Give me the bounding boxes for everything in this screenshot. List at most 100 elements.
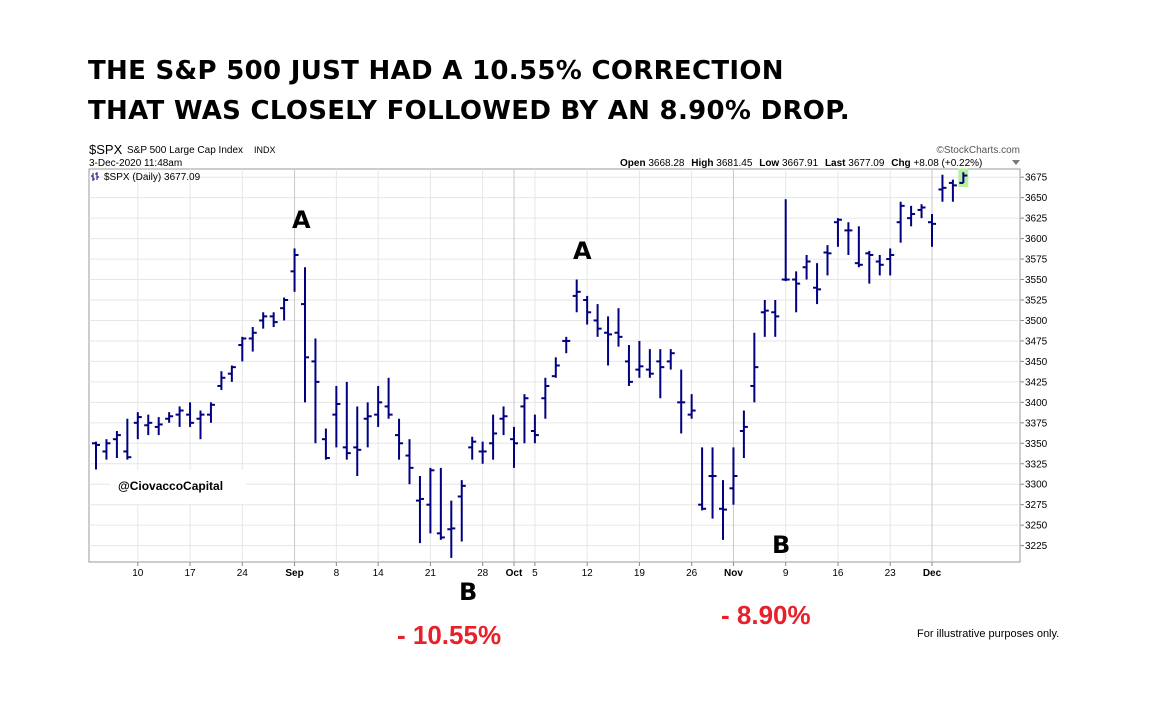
- x-tick-label: 23: [885, 568, 897, 579]
- index-name-label: S&P 500 Large Cap Index: [127, 145, 243, 156]
- peak-a1-label: A: [292, 206, 311, 234]
- ohlc-bar: [813, 263, 822, 305]
- x-tick-label: 10: [132, 568, 144, 579]
- headline-line-1: THE S&P 500 JUST HAD A 10.55% CORRECTION: [88, 56, 784, 86]
- ohlc-legend-icon: [91, 172, 99, 181]
- ohlc-bar: [666, 349, 675, 370]
- x-tick-label: Sep: [285, 568, 303, 579]
- ohlc-bar: [457, 480, 466, 542]
- ohlc-bar: [833, 218, 842, 247]
- ohlc-bar: [656, 349, 665, 399]
- ohlc-bar: [321, 428, 330, 460]
- ohlc-bar: [614, 308, 623, 347]
- x-tick-label: 21: [425, 568, 437, 579]
- ohlc-bar: [478, 441, 487, 464]
- high-label: High: [691, 158, 713, 169]
- trough-b2-label: B: [772, 531, 790, 559]
- y-axis: 3225 3250 3275 3300 3325 3350 3375 3400 3425 3450…: [1020, 173, 1048, 552]
- ohlc-bar: [227, 365, 236, 382]
- ohlc-bar: [729, 447, 738, 505]
- ohlc-bar: [259, 312, 268, 329]
- collapse-icon: [1012, 160, 1020, 165]
- ohlc-bar: [206, 402, 215, 423]
- x-tick-label: Oct: [506, 568, 523, 579]
- exchange-label: INDX: [254, 145, 276, 155]
- y-tick-label: 3550: [1025, 275, 1048, 286]
- ohlc-bar: [520, 394, 529, 444]
- y-tick-label: 3600: [1025, 234, 1048, 245]
- y-tick-label: 3400: [1025, 398, 1048, 409]
- ohlc-bar: [760, 300, 769, 337]
- y-tick-label: 3650: [1025, 193, 1048, 204]
- ohlc-bar: [948, 179, 957, 202]
- ohlc-bar: [301, 267, 309, 403]
- ohlc-bar: [102, 439, 111, 460]
- drop-percent-1: - 10.55%: [397, 620, 502, 650]
- ohlc-bar: [938, 174, 947, 202]
- open-label: Open: [620, 158, 646, 169]
- ohlc-bar: [374, 385, 383, 427]
- ohlc-bar: [687, 394, 696, 419]
- headline-line-2: THAT WAS CLOSELY FOLLOWED BY AN 8.90% DR…: [88, 96, 850, 126]
- y-tick-label: 3575: [1025, 255, 1048, 266]
- x-tick-label: 26: [686, 568, 698, 579]
- x-tick-label: 14: [373, 568, 385, 579]
- y-tick-label: 3525: [1025, 296, 1048, 307]
- ohlc-bar: [928, 214, 936, 247]
- ohlc-bar: [332, 385, 341, 448]
- ohlc-bar: [771, 300, 780, 337]
- ohlc-bar: [886, 248, 895, 276]
- source-label: ©StockCharts.com: [936, 145, 1020, 156]
- x-tick-label: 17: [184, 568, 196, 579]
- ohlc-bar: [896, 201, 905, 243]
- ohlc-series: [92, 168, 969, 558]
- last-label: Last: [825, 158, 846, 169]
- legend-label: $SPX (Daily) 3677.09: [104, 172, 201, 183]
- ohlc-bar: [750, 332, 759, 403]
- ohlc-bar: [405, 439, 414, 485]
- ohlc-bar: [959, 172, 968, 184]
- ohlc-bar: [875, 254, 884, 276]
- ohlc-bar: [154, 417, 163, 436]
- y-tick-label: 3500: [1025, 316, 1048, 327]
- x-tick-label: 16: [832, 568, 844, 579]
- ohlc-bar: [112, 431, 121, 459]
- ohlc-bar: [342, 381, 351, 460]
- x-axis: 10 17 24 Sep 8 14 21 28 Oct 5 12 19 26 Nov 9 16 23 Dec: [132, 562, 942, 579]
- ohlc-bar: [175, 406, 184, 427]
- ohlc-bar: [133, 412, 142, 440]
- ohlc-bar: [530, 414, 539, 444]
- ohlc-bar: [907, 205, 916, 227]
- x-tick-label: 5: [532, 568, 538, 579]
- ohlc-bar: [165, 412, 174, 423]
- ohlc-bar: [363, 402, 372, 448]
- datetime-label: 3-Dec-2020 11:48am: [89, 158, 182, 169]
- y-tick-label: 3425: [1025, 377, 1048, 388]
- ohlc-bar: [353, 406, 362, 477]
- y-tick-label: 3475: [1025, 336, 1048, 347]
- ohlc-bar: [551, 357, 560, 378]
- ohlc-bar: [395, 418, 404, 460]
- ohlc-bar: [844, 222, 853, 255]
- ohlc-bar: [248, 327, 257, 352]
- drop-percent-2: - 8.90%: [721, 600, 811, 630]
- ohlc-bar: [238, 336, 247, 362]
- symbol-label: $SPX: [89, 142, 123, 157]
- watermark-box: [110, 470, 246, 504]
- ohlc-bar: [489, 414, 498, 460]
- x-tick-label: 12: [582, 568, 594, 579]
- ohlc-bar: [186, 402, 195, 427]
- ohlc-bar: [865, 250, 874, 284]
- ohlc-bar: [823, 245, 832, 276]
- ohlc-bar: [447, 500, 456, 558]
- footnote: For illustrative purposes only.: [917, 628, 1060, 640]
- watermark-label: @CiovaccoCapital: [118, 479, 223, 493]
- x-tick-label: 28: [477, 568, 489, 579]
- ohlc-bar: [196, 410, 205, 440]
- x-tick-label: 9: [783, 568, 789, 579]
- ohlc-bar: [698, 447, 707, 511]
- y-tick-label: 3675: [1025, 173, 1048, 184]
- ohlc-bar: [645, 349, 654, 378]
- ohlc-bar: [781, 199, 790, 282]
- ohlc-bar: [384, 377, 393, 419]
